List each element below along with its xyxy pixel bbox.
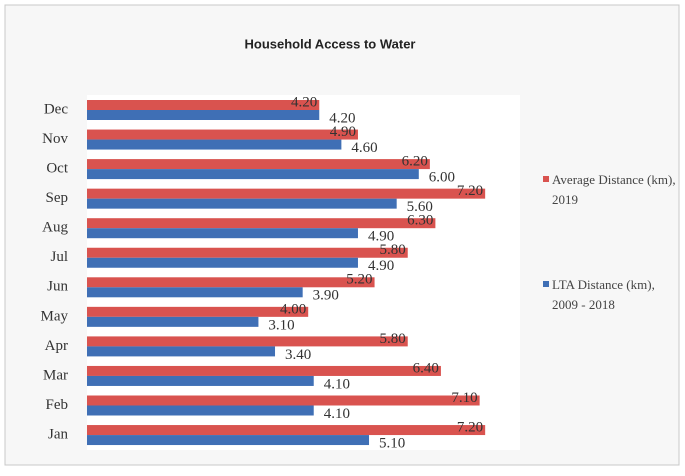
data-label: 3.10 [268, 317, 294, 333]
data-label: 6.20 [402, 154, 428, 170]
y-tick-label: Mar [43, 367, 68, 383]
y-tick-label: Nov [42, 131, 68, 147]
chart-title: Household Access to Water [245, 36, 416, 51]
y-tick-label: Jul [50, 249, 68, 265]
legend-swatch [543, 176, 549, 182]
bar [87, 316, 259, 327]
bar [87, 435, 370, 446]
bar [87, 287, 303, 298]
y-tick-label: Apr [45, 338, 68, 354]
data-label: 4.20 [291, 94, 317, 110]
y-tick-label: May [41, 308, 69, 324]
data-label: 6.30 [407, 213, 433, 229]
data-label: 7.20 [457, 419, 483, 435]
plot-area [87, 95, 520, 450]
legend-swatch [543, 281, 549, 287]
data-label: 4.10 [324, 406, 350, 422]
bar [87, 228, 358, 239]
bar [87, 395, 480, 406]
data-label: 6.00 [429, 170, 455, 186]
bar [87, 306, 309, 317]
bar [87, 375, 314, 386]
bar [87, 100, 320, 110]
bar [87, 346, 276, 357]
bar [87, 336, 408, 347]
bar [87, 277, 375, 288]
bar [87, 139, 342, 150]
data-label: 4.90 [330, 124, 356, 140]
y-tick-label: Aug [42, 220, 68, 236]
y-tick-label: Feb [46, 397, 69, 413]
y-tick-label: Jun [47, 279, 68, 295]
bar [87, 110, 320, 120]
legend-label: LTA Distance (km), 2009 - 2018 [552, 277, 655, 312]
legend-entry: LTA Distance (km), 2009 - 2018 [543, 275, 677, 315]
bar [87, 218, 436, 229]
data-label: 5.80 [379, 242, 405, 258]
bar [87, 365, 441, 376]
bar [87, 247, 408, 258]
data-label: 5.10 [379, 435, 405, 451]
y-tick-label: Jan [48, 426, 68, 442]
y-tick-label: Sep [46, 190, 69, 206]
data-label: 4.90 [368, 229, 394, 245]
y-tick-label: Oct [46, 161, 68, 177]
data-label: 4.20 [329, 110, 355, 126]
data-label: 4.10 [324, 376, 350, 392]
data-label: 5.60 [407, 199, 433, 215]
bar [87, 188, 486, 199]
bar [87, 198, 397, 209]
bar [87, 257, 358, 268]
data-label: 4.60 [351, 140, 377, 156]
data-label: 5.80 [379, 331, 405, 347]
bar [87, 129, 358, 140]
bar [87, 159, 430, 170]
data-label: 6.40 [413, 360, 439, 376]
data-label: 3.90 [313, 288, 339, 304]
data-label: 3.40 [285, 347, 311, 363]
data-label: 5.20 [346, 272, 372, 288]
data-label: 7.10 [451, 390, 477, 406]
bar [87, 425, 486, 436]
data-label: 4.90 [368, 258, 394, 274]
y-tick-label: Dec [44, 101, 68, 117]
legend-label: Average Distance (km), 2019 [552, 172, 676, 207]
data-label: 4.00 [280, 301, 306, 317]
data-label: 7.20 [457, 183, 483, 199]
bar [87, 405, 314, 416]
bar [87, 169, 419, 180]
legend-entry: Average Distance (km), 2019 [543, 170, 677, 210]
